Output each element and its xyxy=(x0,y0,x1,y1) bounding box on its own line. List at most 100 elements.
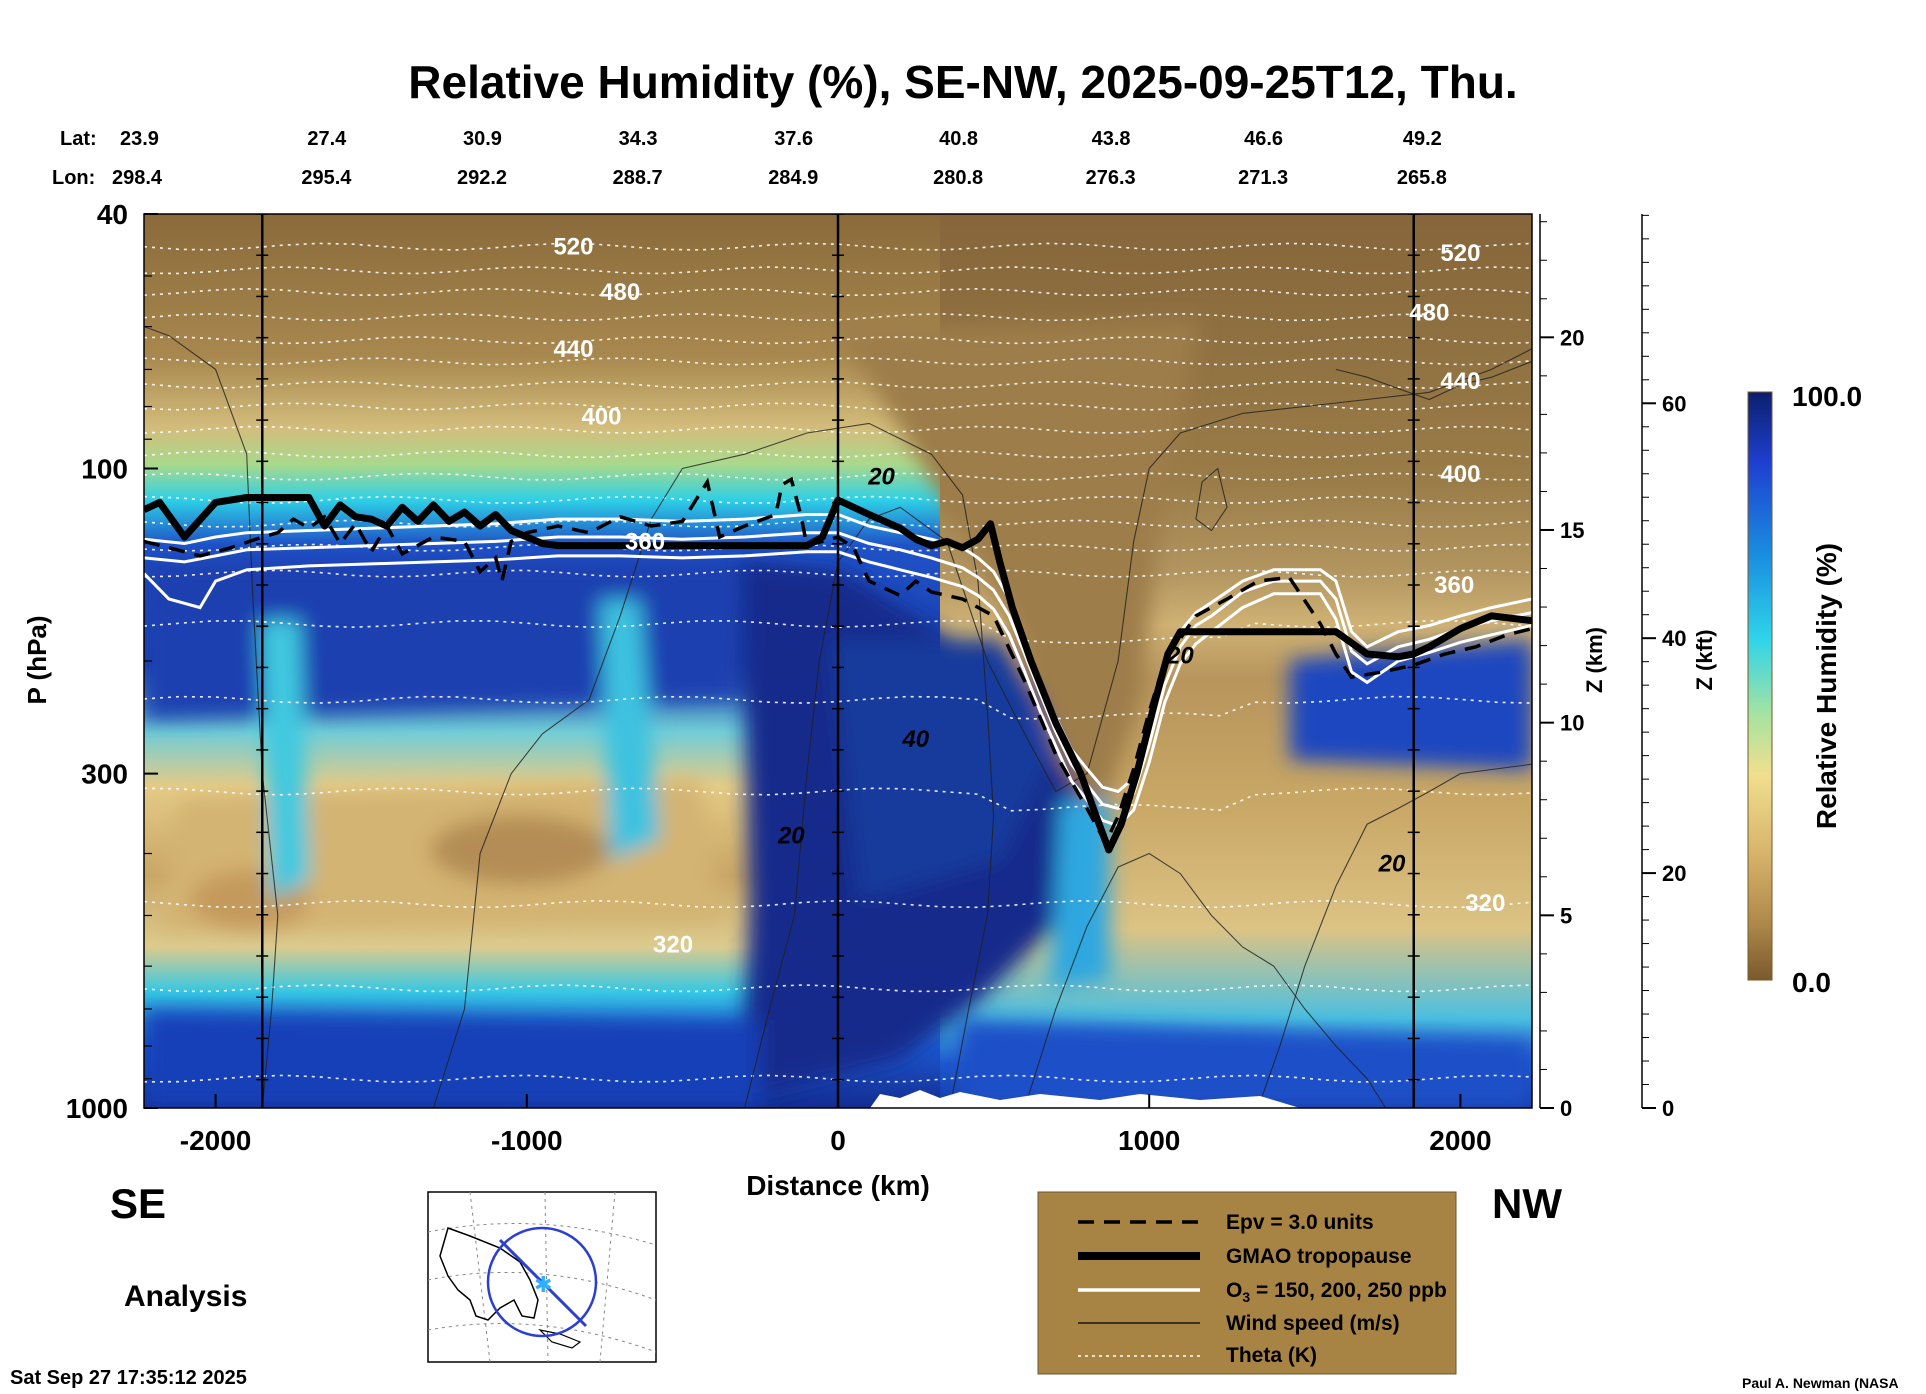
wind-speed-contours xyxy=(144,326,1532,1108)
lon-value: 265.8 xyxy=(1397,167,1447,189)
terrain-mask xyxy=(870,1090,1300,1108)
theta-labels: 520 480 440 400 360 320 520 480 440 400 360 320 xyxy=(553,234,1505,959)
wind-label: 20 xyxy=(777,823,805,850)
inset-center-marker: ✱ xyxy=(534,1273,552,1298)
theta-label: 480 xyxy=(600,279,640,306)
lat-value: 49.2 xyxy=(1403,128,1442,150)
cyan-streak-2 xyxy=(600,600,660,860)
theta-label: 320 xyxy=(1465,890,1505,917)
legend-wind-label: Wind speed (m/s) xyxy=(1226,1312,1400,1335)
lat-lon-header: Lat: Lon: 23.9 298.4 27.4 295.4 30.9 292.2 34.… xyxy=(52,128,1447,189)
x-tick-label: -1000 xyxy=(491,1125,563,1156)
z-kft-axis-label: Z (kft) xyxy=(1692,629,1717,690)
theta-label: 360 xyxy=(625,528,665,555)
cyan-streak-3 xyxy=(1050,800,1110,990)
theta-label: 360 xyxy=(1434,572,1474,599)
wind-contour-3 xyxy=(744,348,1532,1108)
cyan-streak-1 xyxy=(260,620,310,900)
x-tick-label: 1000 xyxy=(1118,1125,1180,1156)
lon-value: 288.7 xyxy=(613,167,663,189)
inset-north-america xyxy=(439,1227,539,1321)
theta-label: 400 xyxy=(1440,461,1480,488)
colorbar-gradient xyxy=(1747,391,1773,981)
dry-pocket-1 xyxy=(430,815,610,885)
lon-value: 276.3 xyxy=(1086,167,1136,189)
axes: -2000 -1000 0 1000 2000100030010040051015200… xyxy=(66,199,1687,1156)
wind-contour-6 xyxy=(1335,360,1532,401)
timestamp: Sat Sep 27 17:35:12 2025 xyxy=(10,1367,247,1389)
inset-radius-circle xyxy=(486,1226,598,1338)
p-tick-label: 40 xyxy=(97,199,128,230)
lon-value: 298.4 xyxy=(112,167,163,189)
moist-core xyxy=(830,640,1060,900)
theta-label: 480 xyxy=(1409,299,1449,326)
lat-value: 23.9 xyxy=(120,128,159,150)
lon-value: 295.4 xyxy=(301,167,352,189)
x-axis-label: Distance (km) xyxy=(746,1170,930,1201)
p-tick-label: 100 xyxy=(81,453,128,484)
dry-intrusion xyxy=(840,320,1200,820)
x-tick-label: -2000 xyxy=(180,1125,252,1156)
theta-label: 520 xyxy=(553,234,593,261)
colorbar-max-label: 100.0 xyxy=(1792,381,1862,412)
x-tick-label: 0 xyxy=(830,1125,846,1156)
p-tick-label: 1000 xyxy=(66,1093,128,1124)
lat-value: 43.8 xyxy=(1092,128,1131,150)
legend-tropopause-label: GMAO tropopause xyxy=(1226,1245,1412,1268)
theta-label: 520 xyxy=(1440,240,1480,267)
wind-labels: 20 40 20 20 20 xyxy=(777,464,1406,878)
wind-contour-5 xyxy=(1257,763,1532,1108)
inset-graticule xyxy=(427,1191,657,1363)
lon-value: 280.8 xyxy=(933,167,983,189)
legend-theta-label: Theta (K) xyxy=(1226,1344,1317,1367)
kft-tick-label: 0 xyxy=(1662,1096,1674,1121)
inset-section-line xyxy=(498,1238,588,1328)
km-tick-label: 15 xyxy=(1560,518,1584,543)
lon-value: 271.3 xyxy=(1238,167,1288,189)
plot-area: 520 480 440 400 360 320 520 480 440 400 360 320 20 4… xyxy=(144,214,1532,1108)
chart-title: Relative Humidity (%), SE-NW, 2025-09-25… xyxy=(408,56,1517,108)
wind-contour-1 xyxy=(144,326,279,1108)
lat-value: 46.6 xyxy=(1244,128,1283,150)
lat-value: 40.8 xyxy=(939,128,978,150)
upper-moist-band xyxy=(144,560,740,720)
boundary-layer-moist-se xyxy=(144,1010,760,1108)
z-km-axis-label: Z (km) xyxy=(1582,627,1607,693)
inset-frame xyxy=(427,1191,657,1363)
wind-label: 40 xyxy=(901,726,929,753)
kft-tick-label: 20 xyxy=(1662,861,1686,886)
colorbar-min-label: 0.0 xyxy=(1792,967,1831,998)
colorbar: 100.0 0.0 Relative Humidity (%) xyxy=(1747,381,1862,998)
section-markers xyxy=(256,214,1420,1108)
lon-value: 284.9 xyxy=(768,167,818,189)
lat-value: 37.6 xyxy=(774,128,813,150)
km-tick-label: 10 xyxy=(1560,711,1584,736)
lon-value: 292.2 xyxy=(457,167,507,189)
x-tick-label: 2000 xyxy=(1429,1125,1491,1156)
direction-se: SE xyxy=(110,1180,166,1227)
wind-label: 20 xyxy=(867,464,895,491)
ozone-contour-2 xyxy=(144,531,1532,811)
lat-value: 27.4 xyxy=(307,128,347,150)
humidity-field-blobs xyxy=(144,320,1532,1108)
wind-contour-2 xyxy=(432,422,995,1108)
analysis-label: Analysis xyxy=(124,1280,247,1313)
lat-value: 30.9 xyxy=(463,128,502,150)
lat-value: 34.3 xyxy=(619,128,658,150)
kft-tick-label: 40 xyxy=(1662,626,1686,651)
theta-label: 320 xyxy=(653,931,693,958)
theta-label: 440 xyxy=(553,336,593,363)
wind-label: 20 xyxy=(1166,642,1194,669)
y-axis-label: P (hPa) xyxy=(22,615,52,704)
km-tick-label: 0 xyxy=(1560,1096,1572,1121)
km-tick-label: 20 xyxy=(1560,325,1584,350)
legend-epv-label: Epv = 3.0 units xyxy=(1226,1211,1374,1234)
theta-label: 440 xyxy=(1440,368,1480,395)
wind-contour-4 xyxy=(1024,852,1387,1108)
lat-label: Lat: xyxy=(60,128,97,150)
theta-label: 400 xyxy=(581,404,621,431)
colorbar-title: Relative Humidity (%) xyxy=(1811,543,1842,829)
inset-map: ✱ xyxy=(427,1191,657,1363)
kft-tick-label: 60 xyxy=(1662,391,1686,416)
